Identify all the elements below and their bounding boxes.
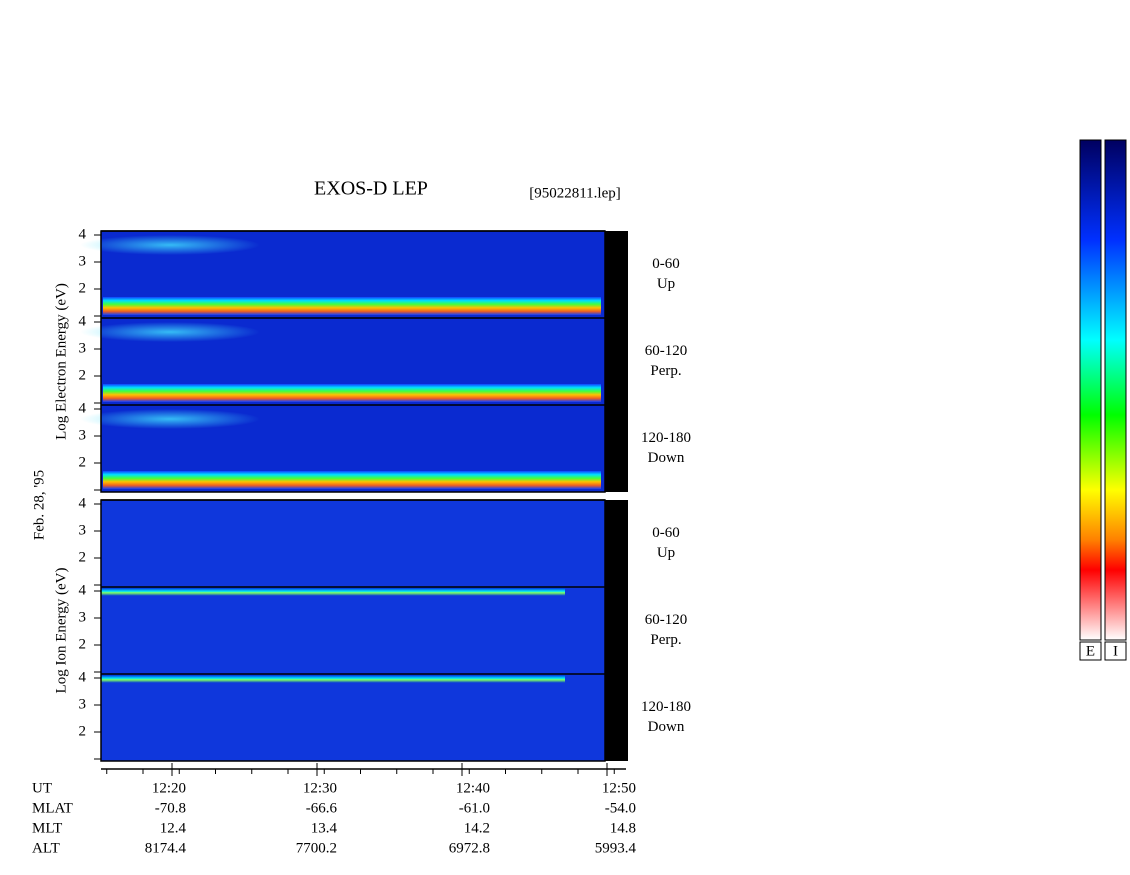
block-frame (100, 499, 606, 762)
colorbar-label-box (1104, 641, 1127, 661)
ephemeris-value: -66.6 (306, 800, 338, 816)
angle-label: 60-120 (645, 343, 688, 359)
angle-label: 60-120 (645, 612, 688, 628)
spectrum-band (103, 384, 601, 402)
angle-label: 120-180 (641, 699, 691, 715)
ephemeris-name: MLT (32, 820, 62, 836)
ephemeris-name: MLAT (32, 800, 73, 816)
angle-label: 0-60 (652, 525, 680, 541)
x-tick-label: 12:40 (456, 780, 490, 796)
y-tick-label: 4 (79, 313, 87, 329)
spectrum-noise (101, 500, 605, 587)
y-axis-label: Log Ion Energy (eV) (53, 568, 69, 694)
ut-label: UT (32, 780, 52, 796)
ephemeris-name: ALT (32, 840, 60, 856)
ephemeris-value: -70.8 (155, 800, 186, 816)
panel-background (101, 231, 605, 492)
y-tick-label: 4 (79, 495, 87, 511)
y-tick-label: 2 (79, 454, 87, 470)
spectrum-feature (80, 322, 260, 342)
y-tick-label: 4 (79, 400, 87, 416)
angle-label: 0-60 (652, 256, 680, 272)
spectrum-line (101, 675, 565, 683)
y-tick-label: 3 (79, 522, 87, 538)
spectrum-feature (80, 409, 260, 429)
y-tick-label: 3 (79, 609, 87, 625)
direction-label: Down (648, 719, 685, 735)
colorbar-label-box (1079, 641, 1102, 661)
title: EXOS-D LEP (314, 178, 428, 200)
y-tick-label: 2 (79, 549, 87, 565)
ephemeris-value: 14.2 (464, 820, 490, 836)
direction-label: Up (657, 276, 675, 292)
y-tick-label: 2 (79, 280, 87, 296)
y-tick-label: 3 (79, 253, 87, 269)
ephemeris-value: -54.0 (605, 800, 636, 816)
y-tick-label: 2 (79, 723, 87, 739)
ephemeris-value: 7700.2 (296, 840, 337, 856)
spectrum-band (103, 471, 601, 489)
y-tick-label: 4 (79, 669, 87, 685)
y-tick-label: 3 (79, 340, 87, 356)
ephemeris-value: 12.4 (160, 820, 187, 836)
y-tick-label: 4 (79, 226, 87, 242)
y-tick-label: 3 (79, 427, 87, 443)
block-frame (100, 230, 606, 493)
spectrum-line (101, 588, 565, 596)
ephemeris-value: 5993.4 (595, 840, 637, 856)
direction-label: Perp. (650, 363, 681, 379)
ephemeris-value: -61.0 (459, 800, 490, 816)
y-tick-label: 3 (79, 696, 87, 712)
no-data-strip (605, 500, 628, 761)
y-axis-label: Log Electron Energy (eV) (53, 283, 69, 440)
ephemeris-value: 6972.8 (449, 840, 490, 856)
colorbar-label: I (1113, 643, 1118, 659)
colorbar (1079, 139, 1102, 641)
direction-label: Perp. (650, 632, 681, 648)
colorbar (1104, 139, 1127, 641)
no-data-strip (605, 231, 628, 492)
ephemeris-value: 8174.4 (145, 840, 187, 856)
file-name: [95022811.lep] (529, 185, 621, 201)
date: Feb. 28, '95 (31, 470, 47, 540)
spectrum-noise (101, 587, 605, 674)
angle-label: 120-180 (641, 430, 691, 446)
spectrum-band (103, 297, 601, 315)
direction-label: Up (657, 545, 675, 561)
x-tick-label: 12:50 (602, 780, 636, 796)
spectrum-noise (101, 674, 605, 761)
direction-label: Down (648, 450, 685, 466)
y-tick-label: 2 (79, 636, 87, 652)
ephemeris-value: 13.4 (311, 820, 338, 836)
panel-background (101, 500, 605, 761)
spectrum-feature (80, 235, 260, 255)
x-tick-label: 12:30 (303, 780, 337, 796)
colorbar-label: E (1086, 643, 1095, 659)
ephemeris-value: 14.8 (610, 820, 636, 836)
y-tick-label: 4 (79, 582, 87, 598)
x-tick-label: 12:20 (152, 780, 186, 796)
y-tick-label: 2 (79, 367, 87, 383)
